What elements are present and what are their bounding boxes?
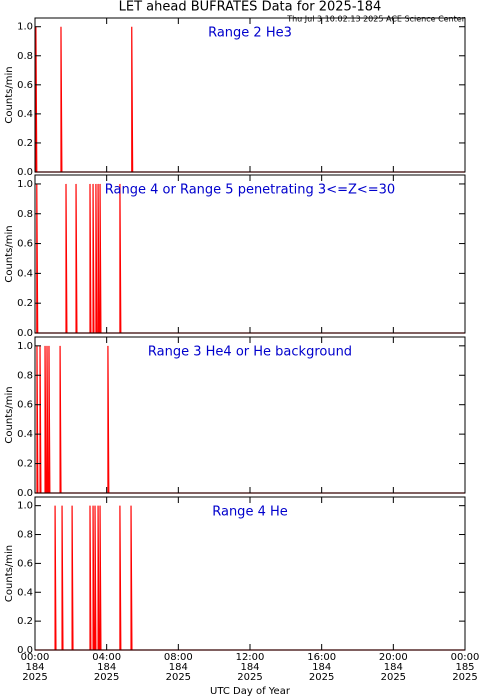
chart-title: LET ahead BUFRATES Data for 2025-184 [119,0,382,15]
panel-title: Range 2 He3 [208,26,292,41]
plot-frame [34,336,466,494]
data-line [35,345,465,494]
x-tick-label: 08:00 184 2025 [163,652,193,683]
y-tick-label: 0.0 [17,645,33,656]
y-tick-label: 1.0 [17,22,33,33]
y-tick-label: 0.6 [17,558,33,569]
x-tick-label: 20:00 184 2025 [378,652,408,683]
y-axis-label: Counts/min [4,66,15,123]
y-tick-label: 0.4 [17,587,33,598]
y-tick-label: 1.0 [17,501,33,512]
y-tick-label: 0.0 [17,488,33,499]
panel-title: Range 3 He4 or He background [148,345,352,360]
x-tick-label: 00:00 185 2025 [450,652,479,683]
panel-title: Range 4 He [212,505,288,520]
y-tick-label: 0.8 [17,209,33,220]
y-tick-label: 0.6 [17,400,33,411]
y-tick-label: 0.4 [17,109,33,120]
y-tick-label: 0.2 [17,138,33,149]
x-tick-label: 00:00 184 2025 [20,652,50,683]
y-axis-label: Counts/min [4,545,15,602]
y-tick-label: 0.8 [17,51,33,62]
y-tick-label: 0.8 [17,370,33,381]
timestamp: Thu Jul 3 10:02:13 2025 ACE Science Cent… [286,15,465,24]
y-tick-label: 0.8 [17,530,33,541]
y-tick-label: 0.2 [17,459,33,470]
y-tick-label: 0.0 [17,167,33,178]
y-axis-label: Counts/min [4,386,15,443]
plot-frame [34,17,466,173]
y-tick-label: 0.2 [17,616,33,627]
y-axis-label: Counts/min [4,225,15,282]
x-axis-label: UTC Day of Year [210,686,291,697]
y-tick-label: 1.0 [17,179,33,190]
y-tick-label: 0.0 [17,328,33,339]
data-line [35,505,465,651]
y-tick-label: 0.4 [17,429,33,440]
data-line [35,26,465,173]
panel-title: Range 4 or Range 5 penetrating 3<=Z<=30 [105,183,395,198]
data-line [35,183,465,334]
x-tick-label: 16:00 184 2025 [307,652,337,683]
y-tick-label: 1.0 [17,341,33,352]
y-tick-label: 0.6 [17,80,33,91]
x-tick-label: 04:00 184 2025 [92,652,122,683]
y-tick-label: 0.6 [17,239,33,250]
y-tick-label: 0.4 [17,268,33,279]
x-tick-label: 12:00 184 2025 [235,652,265,683]
y-tick-label: 0.2 [17,298,33,309]
